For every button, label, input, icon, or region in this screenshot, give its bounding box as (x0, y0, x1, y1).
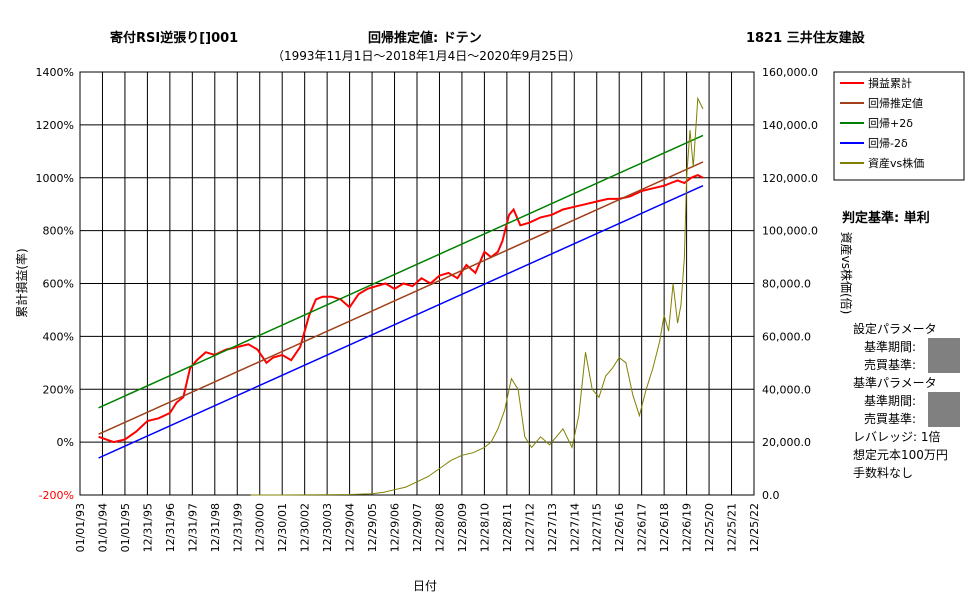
x-tick-label: 12/26/16 (613, 503, 626, 552)
y-tick-label: 200% (43, 383, 74, 396)
x-axis-ticks: 01/01/93 01/01/94 01/01/95 12/31/95 12/31/96… (74, 503, 761, 552)
x-tick-label: 01/01/94 (96, 503, 109, 552)
x-tick-label: 12/28/11 (501, 503, 514, 552)
legend-item: 損益累計 (868, 76, 912, 90)
x-tick-label: 12/28/10 (478, 503, 491, 552)
regression-upper-line (98, 134, 704, 409)
legend-item: 回帰-2δ (868, 137, 908, 150)
x-tick-label: 12/28/09 (456, 503, 469, 552)
y2-tick-label: 100,000.0 (762, 225, 818, 238)
y2-axis-ticks: 0.0 20,000.0 40,000.0 60,000.0 80,000.0 100,0… (762, 66, 818, 502)
y-tick-label: -200% (39, 489, 74, 502)
y-tick-label: 1400% (36, 66, 74, 79)
y2-tick-label: 40,000.0 (762, 383, 811, 396)
redacted-box-1 (928, 338, 960, 373)
fee-label: 手数料なし (853, 465, 913, 480)
x-tick-label: 12/27/13 (546, 503, 559, 552)
redacted-box-2 (928, 392, 960, 427)
stock-title: 1821 三井住友建設 (746, 30, 866, 46)
y2-tick-label: 120,000.0 (762, 172, 818, 185)
y-tick-label: 0% (57, 436, 74, 449)
plot-frame (79, 71, 755, 496)
x-tick-label: 12/30/00 (254, 503, 267, 552)
x-tick-label: 12/26/18 (658, 503, 671, 552)
capital-label: 想定元本100万円 (853, 447, 948, 462)
x-tick-label: 12/25/21 (726, 503, 739, 552)
judge-label: 判定基準: 単利 (842, 210, 930, 226)
y-tick-label: 600% (43, 278, 74, 291)
y2-tick-label: 160,000.0 (762, 66, 818, 79)
x-tick-label: 12/27/12 (523, 503, 536, 552)
y2-tick-label: 140,000.0 (762, 119, 818, 132)
x-tick-label: 12/26/19 (681, 503, 694, 552)
series-layer (98, 96, 704, 496)
params-title: 設定パラメータ (853, 321, 937, 336)
y-axis-label: 累計損益(率) (14, 248, 29, 317)
cumulative-pnl-line (98, 174, 704, 444)
x-tick-label: 12/25/22 (748, 503, 761, 552)
x-tick-label: 12/31/96 (164, 503, 177, 552)
x-tick-label: 12/30/03 (321, 503, 334, 552)
x-tick-label: 12/29/06 (389, 503, 402, 552)
x-tick-label: 12/27/14 (568, 503, 581, 552)
x-tick-label: 12/30/01 (276, 503, 289, 552)
strategy-title: 寄付RSI逆張り[]001 (110, 30, 238, 46)
legend-item: 回帰+2δ (868, 117, 913, 130)
period-label: 基準期間: (864, 339, 916, 354)
legend-item: 回帰推定値 (868, 96, 923, 110)
x-tick-label: 12/27/15 (591, 503, 604, 552)
y2-tick-label: 20,000.0 (762, 436, 811, 449)
x-tick-label: 12/29/05 (366, 503, 379, 552)
x-tick-label: 12/28/08 (433, 503, 446, 552)
y2-tick-label: 60,000.0 (762, 330, 811, 343)
x-tick-label: 12/29/04 (344, 503, 357, 552)
y2-tick-label: 0.0 (762, 489, 780, 502)
y-axis-ticks: -200% 0% 200% 400% 600% 800% 1000% 1200% 1400% (36, 66, 74, 502)
y-tick-label: 1000% (36, 172, 74, 185)
x-tick-label: 12/31/95 (141, 503, 154, 552)
base-trade-label: 売買基準: (864, 411, 916, 426)
x-tick-label: 12/25/20 (703, 503, 716, 552)
leverage-label: レバレッジ: 1倍 (853, 429, 941, 444)
x-tick-label: 01/01/95 (119, 503, 132, 552)
regression-lower-line (98, 185, 704, 459)
regression-line (98, 161, 704, 435)
base-title: 基準パラメータ (853, 375, 937, 390)
legend-item: 資産vs株価 (868, 156, 924, 170)
trade-label: 売買基準: (864, 357, 916, 372)
x-tick-label: 12/30/02 (299, 503, 312, 552)
y-tick-label: 800% (43, 225, 74, 238)
x-tick-label: 01/01/93 (74, 503, 87, 552)
x-tick-label: 12/31/98 (209, 503, 222, 552)
y-tick-label: 1200% (36, 119, 74, 132)
x-tick-label: 12/26/17 (636, 503, 649, 552)
x-tick-label: 12/31/99 (231, 503, 244, 552)
gridlines (79, 71, 755, 496)
y-tick-label: 400% (43, 330, 74, 343)
y2-axis-label: 資産vs株価(倍) (839, 232, 854, 315)
y2-tick-label: 80,000.0 (762, 278, 811, 291)
base-period-label: 基準期間: (864, 393, 916, 408)
x-axis-label: 日付 (413, 579, 437, 593)
x-tick-label: 12/31/97 (186, 503, 199, 552)
method-title: 回帰推定値: ドテン (368, 30, 482, 46)
x-tick-label: 12/29/07 (411, 503, 424, 552)
asset-vs-price-line (250, 96, 704, 496)
period-subtitle: （1993年11月1日～2018年1月4日～2020年9月25日） (272, 49, 581, 63)
